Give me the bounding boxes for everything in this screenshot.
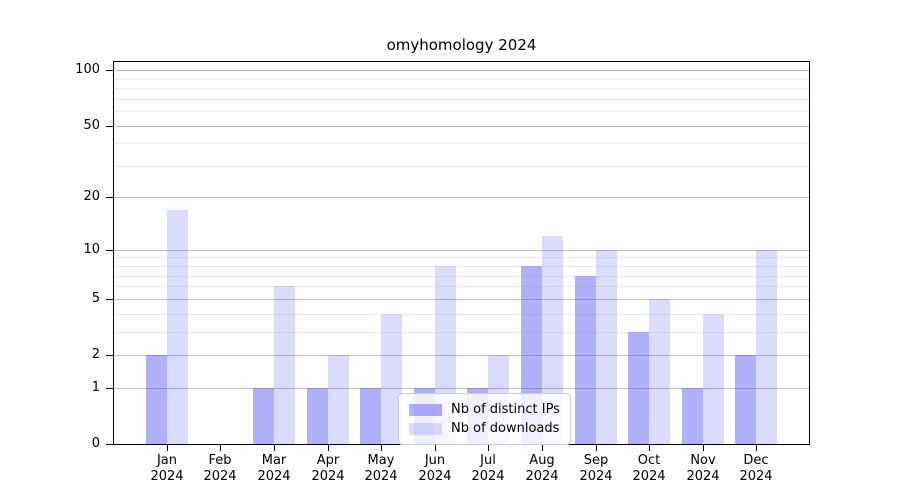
x-tick-label-jun: Jun 2024	[418, 453, 452, 484]
gridline-minor-6	[114, 286, 809, 287]
y-tick-label-2: 2	[91, 347, 100, 362]
x-tick-label-jan: Jan 2024	[150, 453, 184, 484]
bar-downloads-aug	[542, 236, 563, 444]
x-tickmark-mar	[274, 445, 275, 451]
y-tickmark-2	[106, 355, 113, 356]
bar-downloads-sep	[596, 250, 617, 444]
x-tick-label-may: May 2024	[364, 453, 398, 484]
y-tick-label-10: 10	[83, 242, 100, 257]
gridline-minor-8	[114, 266, 809, 267]
y-tick-label-1: 1	[91, 380, 100, 395]
y-tickmark-5	[106, 299, 113, 300]
bar-downloads-jan	[167, 210, 188, 444]
x-tickmark-nov	[703, 445, 704, 451]
bar-ips-may	[360, 388, 381, 444]
y-tickmark-100	[106, 70, 113, 71]
legend-label-downloads: Nb of downloads	[451, 421, 560, 436]
y-tickmark-0	[106, 444, 113, 445]
plot-area: Nb of distinct IPs Nb of downloads	[113, 61, 810, 445]
bar-ips-dec	[735, 355, 756, 444]
gridline-minor-60	[114, 111, 809, 112]
bar-ips-nov	[682, 388, 703, 444]
x-tick-label-sep: Sep 2024	[579, 453, 613, 484]
legend-swatch-distinct-ips	[409, 403, 442, 416]
x-tick-label-jul: Jul 2024	[471, 453, 505, 484]
legend-label-distinct-ips: Nb of distinct IPs	[451, 402, 560, 417]
gridline-minor-40	[114, 143, 809, 144]
gridline-minor-4	[114, 314, 809, 315]
x-tickmark-apr	[328, 445, 329, 451]
bar-downloads-dec	[756, 250, 777, 444]
legend: Nb of distinct IPs Nb of downloads	[398, 393, 571, 445]
y-tick-label-0: 0	[91, 436, 100, 451]
y-tick-label-100: 100	[75, 62, 100, 77]
chart-title: omyhomology 2024	[386, 36, 537, 54]
gridline-major-2	[114, 355, 809, 356]
bar-ips-apr	[307, 388, 328, 444]
x-tickmark-may	[381, 445, 382, 451]
gridline-minor-30	[114, 166, 809, 167]
y-tickmark-20	[106, 197, 113, 198]
x-tickmark-dec	[756, 445, 757, 451]
bar-downloads-oct	[649, 299, 670, 444]
bar-ips-mar	[253, 388, 274, 444]
gridline-minor-80	[114, 88, 809, 89]
bar-downloads-nov	[703, 314, 724, 444]
legend-entry-downloads: Nb of downloads	[409, 419, 560, 438]
y-tick-label-20: 20	[83, 189, 100, 204]
legend-swatch-downloads	[409, 422, 442, 435]
x-tickmark-sep	[596, 445, 597, 451]
x-tickmark-oct	[649, 445, 650, 451]
x-tickmark-jan	[167, 445, 168, 451]
gridline-major-50	[114, 126, 809, 127]
legend-entry-distinct-ips: Nb of distinct IPs	[409, 400, 560, 419]
y-tick-label-5: 5	[91, 291, 100, 306]
x-tickmark-feb	[220, 445, 221, 451]
bar-downloads-apr	[328, 355, 349, 444]
x-tick-label-aug: Aug 2024	[525, 453, 559, 484]
gridline-major-1	[114, 388, 809, 389]
x-tickmark-aug	[542, 445, 543, 451]
gridline-major-10	[114, 250, 809, 251]
x-tick-label-oct: Oct 2024	[632, 453, 666, 484]
bar-ips-jan	[146, 355, 167, 444]
bar-ips-sep	[575, 276, 596, 444]
bar-ips-oct	[628, 332, 649, 444]
gridline-major-20	[114, 197, 809, 198]
y-tick-label-50: 50	[83, 118, 100, 133]
x-tick-label-feb: Feb 2024	[203, 453, 237, 484]
gridline-major-5	[114, 299, 809, 300]
x-tickmark-jun	[435, 445, 436, 451]
x-tickmark-jul	[488, 445, 489, 451]
gridline-minor-3	[114, 332, 809, 333]
bar-downloads-may	[381, 314, 402, 444]
gridline-minor-70	[114, 99, 809, 100]
gridline-minor-7	[114, 276, 809, 277]
y-tickmark-50	[106, 126, 113, 127]
y-tickmark-10	[106, 250, 113, 251]
x-tick-label-dec: Dec 2024	[739, 453, 773, 484]
y-tickmark-1	[106, 388, 113, 389]
bar-downloads-mar	[274, 286, 295, 444]
gridline-major-100	[114, 70, 809, 71]
x-tick-label-nov: Nov 2024	[686, 453, 720, 484]
x-tick-label-mar: Mar 2024	[257, 453, 291, 484]
gridline-minor-90	[114, 79, 809, 80]
gridline-minor-9	[114, 257, 809, 258]
x-tick-label-apr: Apr 2024	[311, 453, 345, 484]
